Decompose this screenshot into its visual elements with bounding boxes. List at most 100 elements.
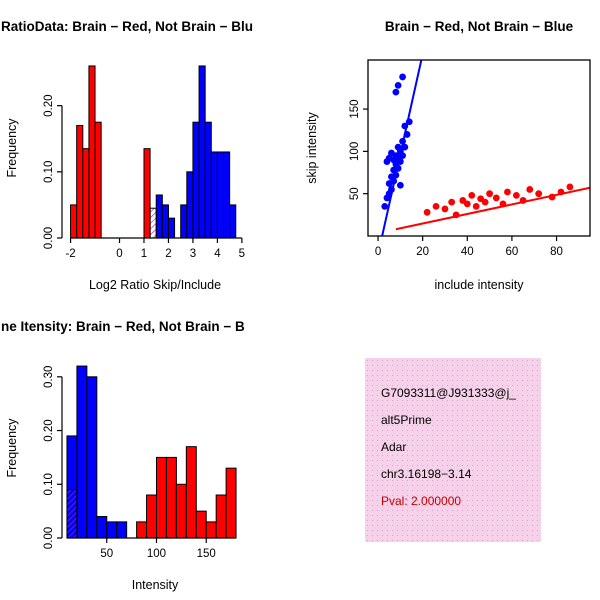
scatter-point-not-brain — [394, 164, 402, 172]
scatter-point-not-brain — [394, 81, 402, 89]
y-tick-label: 0.30 — [43, 366, 55, 388]
scatter-point-not-brain — [388, 186, 395, 193]
x-tick-label: 80 — [550, 246, 563, 258]
scatter-point-not-brain — [401, 143, 409, 151]
scatter-point-brain — [492, 194, 500, 202]
y-tick-label: 50 — [349, 187, 361, 200]
x-tick-label: 40 — [461, 246, 474, 258]
scatter-point-not-brain — [399, 152, 406, 160]
hist-bar-blue — [198, 65, 206, 239]
scatter-point-not-brain — [390, 177, 398, 185]
y-tick-label: 100 — [349, 142, 361, 161]
scatter-point-not-brain — [381, 202, 389, 210]
info-line-locus: chr3.16198−3.14 — [381, 467, 472, 481]
hist-bar-blue — [86, 376, 98, 539]
x-tick-label: 1 — [141, 248, 147, 260]
x-tick-label: 100 — [147, 548, 166, 560]
hist-bar-blue — [210, 151, 218, 239]
scatter-point-not-brain — [399, 73, 406, 81]
hist-bar-red — [165, 456, 177, 539]
x-tick-label: 0 — [375, 246, 381, 258]
intensity-scatter-chart: 0 20 40 60 80 50 100 150 include intensity skip i… — [305, 19, 591, 292]
hist-bar-red — [195, 510, 207, 539]
y-tick-label: 150 — [349, 99, 361, 118]
hist-bar-hatch — [66, 489, 78, 539]
info-line-event-type: alt5Prime — [381, 413, 432, 427]
x-tick-label: 20 — [416, 246, 429, 258]
hist-bar-blue — [106, 521, 118, 539]
x-tick-label: 5 — [239, 248, 245, 260]
hist-bar-red — [143, 148, 151, 239]
hist-bar-blue — [223, 151, 231, 239]
hist-bar-blue — [229, 204, 237, 239]
scatter-point-brain — [448, 198, 456, 206]
x-tick-label: 0 — [116, 248, 122, 260]
scatter-point-brain — [472, 202, 480, 210]
pval-text: Pval: 2.000000 — [381, 494, 462, 508]
scatter-point-brain — [423, 208, 431, 216]
scatter-point-not-brain — [399, 137, 406, 145]
x-axis-label: Intensity — [132, 578, 179, 592]
hist-bar-red — [205, 521, 217, 539]
scatter-point-not-brain — [403, 131, 411, 138]
panel-gene-intensity-histogram: 50 100 150 0.00 0.10 0.20 0.30 Intensity Frequen… — [0, 300, 300, 600]
hist-bar-blue — [167, 217, 176, 239]
y-tick-label: 0.00 — [43, 227, 55, 249]
hist-bar-hatch — [149, 207, 157, 239]
hist-bar-blue — [96, 516, 108, 539]
x-axis-label: include intensity — [435, 278, 525, 292]
scatter-point-not-brain — [396, 158, 404, 165]
x-tick-label: -2 — [65, 248, 75, 260]
x-tick-label: 4 — [214, 248, 221, 260]
x-tick-label: 2 — [165, 248, 171, 260]
chart-title: ne Itensity: Brain − Red, Not Brain − B — [1, 319, 245, 334]
scatter-point-brain — [548, 193, 556, 201]
scatter-point-not-brain — [401, 122, 409, 130]
y-tick-label: 0.00 — [43, 527, 55, 549]
hist-bar-red — [215, 494, 227, 539]
scatter-point-not-brain — [392, 171, 400, 179]
hist-bar-blue — [161, 204, 169, 239]
hist-bar-blue — [192, 121, 200, 239]
scatter-point-brain — [432, 202, 440, 210]
x-tick-label: 50 — [100, 548, 113, 560]
scatter-point-brain — [463, 200, 471, 208]
scatter-point-brain — [557, 188, 565, 196]
hist-bar-red — [136, 521, 148, 539]
hist-bar-blue — [204, 121, 212, 239]
scatter-point-brain — [452, 211, 460, 219]
panel-log-ratio-histogram: -2 0 1 2 3 4 5 0.00 0.10 0.20 Log2 Ratio Skip/Incl… — [0, 0, 300, 300]
y-axis-label: skip intensity — [305, 111, 319, 183]
log-ratio-hist-chart: -2 0 1 2 3 4 5 0.00 0.10 0.20 Log2 Ratio Skip/Incl… — [1, 19, 253, 292]
gene-intensity-hist-chart: 50 100 150 0.00 0.10 0.20 0.30 Intensity Frequen… — [1, 319, 245, 592]
x-tick-label: 150 — [197, 548, 216, 560]
plot-box — [367, 59, 591, 237]
y-tick-label: 0.20 — [43, 419, 55, 441]
scatter-point-not-brain — [392, 88, 400, 96]
hist-bar-blue — [216, 151, 225, 239]
scatter-point-brain — [526, 186, 534, 193]
y-tick-label: 0.10 — [43, 161, 55, 183]
hist-bar-red — [70, 204, 78, 239]
scatter-point-not-brain — [396, 181, 404, 189]
hist-bar-red — [155, 456, 167, 539]
scatter-point-not-brain — [405, 118, 413, 126]
hist-bar-blue — [155, 194, 163, 239]
y-axis-label: Frequency — [5, 118, 19, 178]
scatter-point-brain — [512, 191, 520, 199]
hist-bar-red — [185, 446, 197, 539]
y-tick-label: 0.20 — [43, 94, 55, 116]
y-axis-label: Frequency — [5, 418, 19, 478]
x-tick-label: 60 — [506, 246, 519, 258]
hist-bar-blue — [186, 171, 194, 239]
scatter-point-brain — [566, 183, 574, 191]
scatter-point-brain — [468, 191, 476, 199]
hist-bar-red — [225, 467, 237, 539]
scatter-point-brain — [535, 190, 543, 198]
scatter-point-brain — [504, 188, 511, 196]
chart-title: Brain − Red, Not Brain − Blue — [385, 19, 574, 34]
scatter-point-brain — [481, 198, 489, 206]
hist-bar-red — [88, 65, 96, 239]
hist-bar-red — [76, 125, 84, 239]
scatter-point-brain — [499, 200, 507, 208]
